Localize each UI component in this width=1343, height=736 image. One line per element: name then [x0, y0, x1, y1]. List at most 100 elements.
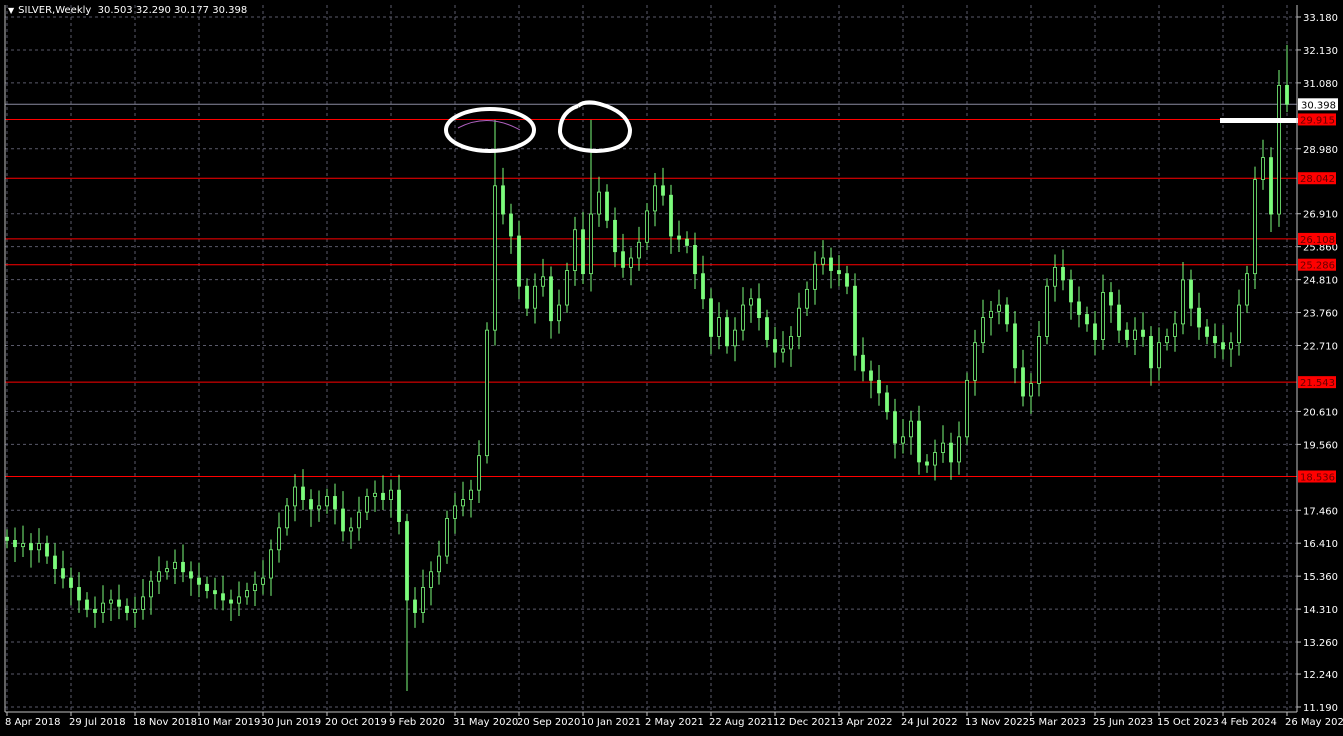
date-tick-label: 12 Dec 2021 — [773, 717, 837, 728]
annotations — [444, 100, 1298, 154]
candle-body — [1173, 323, 1177, 337]
level-label-bg — [1298, 172, 1336, 185]
current-price-label-bg — [1298, 98, 1338, 111]
candle-body — [733, 329, 737, 347]
price-tick-label: 20.610 — [1303, 407, 1338, 418]
candle-body — [21, 543, 25, 548]
horizontal-levels[interactable] — [5, 103, 1297, 477]
candle-body — [325, 496, 329, 507]
candle-body — [1157, 342, 1161, 369]
price-tick-label: 26.910 — [1303, 210, 1338, 221]
candle-body — [589, 213, 593, 275]
candle-body — [485, 329, 489, 457]
candle-body — [709, 298, 713, 337]
level-label: 18.536 — [1300, 472, 1335, 483]
close-value: 30.398 — [212, 5, 248, 16]
candle-body — [109, 599, 113, 604]
candle-body — [885, 392, 889, 413]
candle-body — [1125, 329, 1129, 340]
candle-body — [717, 317, 721, 337]
date-tick-label: 20 Sep 2020 — [517, 717, 580, 728]
candle-body — [949, 442, 953, 463]
candle-body — [197, 577, 201, 585]
candle-body — [749, 298, 753, 306]
candle-body — [381, 492, 385, 500]
candle-body — [501, 185, 505, 215]
candle-body — [1109, 292, 1113, 306]
candle-body — [1101, 292, 1105, 340]
candle-body — [477, 455, 481, 491]
price-tick-label: 19.560 — [1303, 440, 1338, 451]
candle-body — [541, 276, 545, 287]
date-tick-label: 26 May 2024 — [1285, 717, 1343, 728]
candle-body — [269, 549, 273, 579]
candle-body — [237, 596, 241, 604]
date-tick-label: 13 Nov 2022 — [965, 717, 1029, 728]
candle-body — [677, 235, 681, 240]
open-value: 30.503 — [97, 5, 133, 16]
candle-body — [437, 555, 441, 573]
price-tick-label: 15.360 — [1303, 572, 1338, 583]
candle-body — [1093, 323, 1097, 340]
candle-body — [1245, 273, 1249, 306]
candle-body — [309, 499, 313, 510]
candle-body — [861, 354, 865, 372]
candle-body — [1261, 157, 1265, 180]
candle-body — [533, 285, 537, 309]
candle-body — [789, 336, 793, 350]
candle-body — [957, 436, 961, 463]
candle-body — [293, 486, 297, 507]
candle-body — [1189, 279, 1193, 309]
dropdown-triangle-icon[interactable]: ▼ — [8, 6, 15, 15]
date-tick-label: 24 Jul 2022 — [901, 717, 958, 728]
grid — [5, 5, 1297, 712]
candle-body — [1229, 342, 1233, 350]
candle-body — [1061, 266, 1065, 281]
price-tick-label: 13.260 — [1303, 638, 1338, 649]
candle-body — [1285, 85, 1289, 105]
level-label-bg — [1298, 470, 1336, 483]
candle-body — [1005, 304, 1009, 325]
candle-body — [405, 521, 409, 601]
chart-header[interactable]: ▼ SILVER,Weekly 30.503 32.290 30.177 30.3… — [8, 5, 247, 16]
candle-body — [869, 370, 873, 381]
candle-body — [245, 590, 249, 598]
price-tick-label: 32.130 — [1303, 46, 1338, 57]
candle-body — [1029, 383, 1033, 397]
candle-body — [205, 583, 209, 591]
price-tick-label: 33.180 — [1303, 13, 1338, 24]
candle-body — [805, 288, 809, 309]
candle-body — [493, 185, 497, 331]
candle-body — [101, 602, 105, 613]
candle-body — [173, 561, 177, 570]
date-tick-label: 29 Jul 2018 — [69, 717, 126, 728]
candle-body — [1021, 367, 1025, 397]
candle-body — [333, 496, 337, 510]
price-tick-label: 31.080 — [1303, 79, 1338, 90]
price-tick-label: 24.810 — [1303, 276, 1338, 287]
candle-body — [693, 245, 697, 275]
candle-body — [69, 577, 73, 588]
candle-body — [837, 270, 841, 275]
candle-body — [661, 185, 665, 196]
candle-body — [845, 273, 849, 287]
candle-body — [701, 273, 705, 300]
candle-body — [189, 571, 193, 579]
date-tick-label: 5 Mar 2023 — [1029, 717, 1086, 728]
candle-body — [989, 310, 993, 319]
candle-body — [941, 442, 945, 453]
date-tick-label: 25 Jun 2023 — [1093, 717, 1153, 728]
candle-body — [685, 238, 689, 246]
date-tick-label: 10 Jan 2021 — [581, 717, 641, 728]
candle-body — [1221, 342, 1225, 350]
candle-body — [893, 411, 897, 444]
candle-body — [277, 527, 281, 551]
candle-body — [45, 543, 49, 557]
date-tick-label: 8 Apr 2018 — [5, 717, 60, 728]
date-tick-label: 10 Mar 2019 — [197, 717, 260, 728]
candle-body — [909, 420, 913, 438]
candle-body — [1213, 336, 1217, 344]
candle-body — [549, 276, 553, 322]
candle-body — [645, 210, 649, 243]
